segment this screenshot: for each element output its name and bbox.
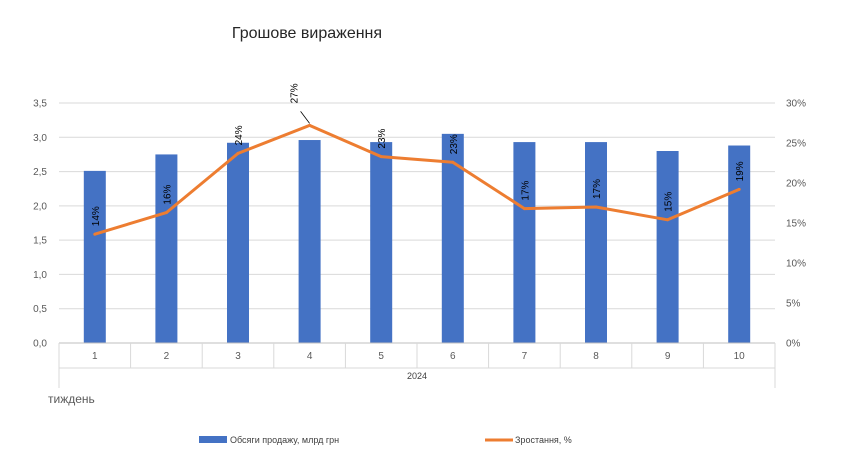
bar	[370, 142, 393, 343]
data-labels: 14% 16% 24% 27% 23% 23% 17% 17% 15% 19%	[91, 83, 746, 226]
bar	[298, 140, 321, 343]
y-right-tick-label: 20%	[786, 179, 806, 190]
y-right-tick-label: 15%	[786, 219, 806, 230]
bar	[83, 170, 106, 343]
data-label: 24%	[234, 125, 245, 145]
x-tick-label: 10	[734, 351, 746, 362]
gridlines	[59, 102, 775, 344]
bar-series	[83, 133, 751, 343]
y-right-tick-label: 10%	[786, 259, 806, 270]
line-point	[522, 207, 526, 211]
x-tick-label: 4	[307, 351, 313, 362]
x-tick-label: 7	[522, 351, 528, 362]
y-left-tick-label: 2,5	[33, 167, 47, 178]
legend-label-bars: Обсяги продажу, млрд грн	[230, 435, 339, 445]
bar	[155, 154, 178, 343]
y-left-tick-label: 0,0	[33, 339, 47, 350]
data-label-leader	[300, 111, 310, 124]
y-left-tick-label: 3,0	[33, 133, 47, 144]
x-axis-caption: тиждень	[48, 392, 95, 406]
line-point	[379, 155, 383, 159]
bar	[728, 145, 751, 343]
x-tick-label: 6	[450, 351, 456, 362]
bar	[656, 151, 679, 343]
line-point	[164, 211, 168, 215]
data-label: 19%	[735, 161, 746, 181]
line-point	[737, 187, 741, 191]
data-label: 15%	[664, 192, 675, 212]
y-right-tick-label: 25%	[786, 139, 806, 150]
bar	[441, 133, 464, 343]
line-point	[236, 151, 240, 155]
data-label: 17%	[592, 179, 603, 199]
line-series	[93, 123, 741, 236]
x-group-label: 2024	[407, 371, 427, 381]
legend: Обсяги продажу, млрд грн Зростання, %	[199, 435, 572, 445]
data-label: 23%	[377, 128, 388, 148]
data-label: 17%	[520, 180, 531, 200]
x-tick-label: 1	[92, 351, 98, 362]
line-point	[451, 160, 455, 164]
x-tick-label: 2	[164, 351, 170, 362]
y-right-tick-label: 5%	[786, 299, 801, 310]
y-right-tick-label: 30%	[786, 99, 806, 110]
legend-label-line: Зростання, %	[515, 435, 572, 445]
x-tick-label: 9	[665, 351, 671, 362]
data-label: 14%	[91, 206, 102, 226]
bar	[513, 142, 536, 343]
line-point	[93, 232, 97, 236]
chart-title: Грошове вираження	[232, 25, 382, 42]
data-label: 16%	[162, 184, 173, 204]
y-right-tick-label: 0%	[786, 339, 801, 350]
line-point	[594, 205, 598, 209]
axes: 0,0 0,5 1,0 1,5 2,0 2,5 3,0 3,5 0% 5% 10% 15% 20% 25%…	[33, 99, 806, 388]
x-tick-label: 5	[378, 351, 384, 362]
data-label: 23%	[449, 134, 460, 154]
data-label: 27%	[290, 83, 301, 103]
y-left-tick-label: 1,5	[33, 236, 47, 247]
legend-swatch-bars	[199, 436, 227, 443]
y-left-tick-label: 0,5	[33, 304, 47, 315]
bar	[227, 142, 249, 343]
y-left-tick-label: 3,5	[33, 99, 47, 110]
x-tick-label: 8	[593, 351, 599, 362]
line-point	[308, 123, 312, 127]
x-tick-label: 3	[235, 351, 241, 362]
growth-line	[94, 123, 740, 236]
y-left-tick-label: 1,0	[33, 270, 47, 281]
bar	[585, 142, 607, 343]
line-point	[666, 218, 670, 222]
y-left-tick-label: 2,0	[33, 201, 47, 212]
